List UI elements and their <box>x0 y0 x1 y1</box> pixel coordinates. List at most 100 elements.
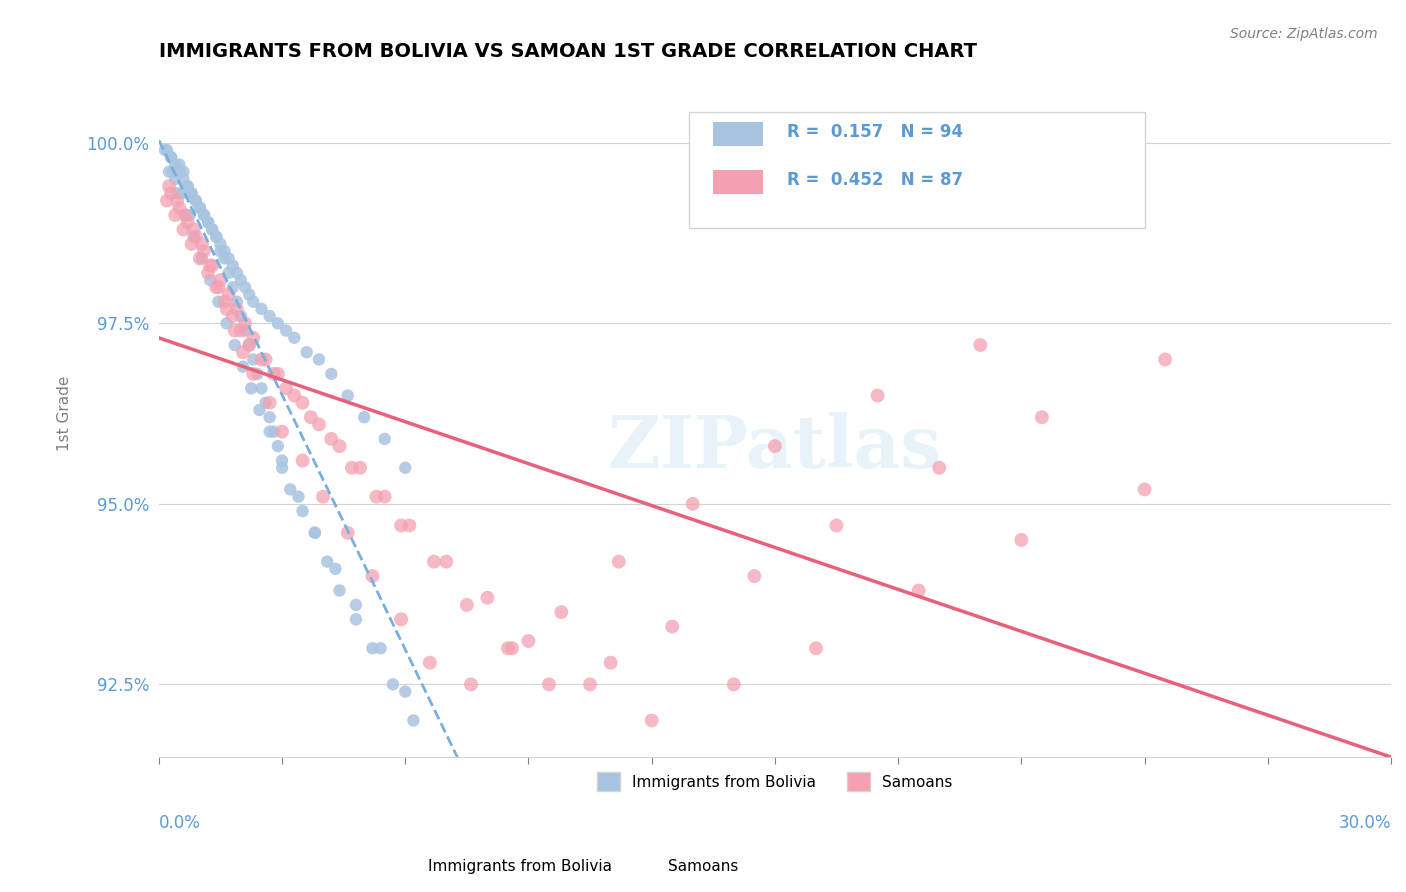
Point <box>183 229 205 244</box>
Point <box>162 165 184 179</box>
Point <box>374 490 396 504</box>
Point <box>169 157 191 171</box>
Point <box>344 612 367 626</box>
Point <box>381 677 404 691</box>
Point <box>215 301 238 316</box>
Point <box>198 273 221 287</box>
Point <box>259 425 281 439</box>
Point <box>224 324 246 338</box>
Point <box>222 280 245 294</box>
Point <box>259 396 281 410</box>
Point <box>183 222 205 236</box>
Point <box>233 317 256 331</box>
Point <box>166 194 188 208</box>
Point <box>537 677 560 691</box>
Point <box>172 165 194 179</box>
Point <box>744 569 766 583</box>
Bar <box>713 122 762 146</box>
Point <box>299 410 322 425</box>
Text: Samoans: Samoans <box>668 859 738 874</box>
Point <box>215 317 238 331</box>
Legend: Immigrants from Bolivia, Samoans: Immigrants from Bolivia, Samoans <box>591 766 959 797</box>
Point <box>172 222 194 236</box>
Point <box>242 331 264 345</box>
Point <box>423 555 446 569</box>
Point <box>291 396 314 410</box>
Point <box>166 186 188 201</box>
Point <box>250 381 273 395</box>
Point <box>153 143 176 157</box>
Point <box>165 157 187 171</box>
Point <box>201 222 224 236</box>
Point <box>394 460 416 475</box>
Point <box>550 605 572 619</box>
Point <box>283 331 305 345</box>
Point <box>160 186 183 201</box>
Point <box>184 229 207 244</box>
Text: R =  0.452   N = 87: R = 0.452 N = 87 <box>787 171 963 189</box>
Point <box>229 273 252 287</box>
Point <box>361 569 384 583</box>
Point <box>180 186 202 201</box>
Point <box>176 179 198 194</box>
Point <box>232 345 254 359</box>
Point <box>374 432 396 446</box>
Point <box>193 208 215 222</box>
Point <box>460 677 482 691</box>
Point <box>242 367 264 381</box>
Point <box>336 388 359 402</box>
Point <box>295 345 318 359</box>
Point <box>197 266 219 280</box>
Point <box>238 338 260 352</box>
Point <box>259 410 281 425</box>
Point <box>238 287 260 301</box>
Point <box>434 555 457 569</box>
Point <box>229 324 252 338</box>
Point <box>157 165 180 179</box>
Point <box>312 490 335 504</box>
Point <box>238 338 260 352</box>
Point <box>214 294 236 309</box>
Point <box>232 359 254 374</box>
Point <box>218 252 240 266</box>
Point <box>308 417 330 432</box>
Point <box>156 194 179 208</box>
Point <box>501 641 523 656</box>
Point <box>661 619 683 633</box>
Point <box>579 677 602 691</box>
Point <box>233 324 256 338</box>
Point <box>193 244 215 259</box>
Point <box>304 525 326 540</box>
Y-axis label: 1st Grade: 1st Grade <box>58 376 72 451</box>
Point <box>225 301 247 316</box>
Point <box>160 150 183 164</box>
Point <box>191 252 214 266</box>
Point <box>1133 483 1156 497</box>
Point <box>157 179 180 194</box>
Point <box>225 266 247 280</box>
Text: Immigrants from Bolivia: Immigrants from Bolivia <box>429 859 612 874</box>
Point <box>207 280 229 294</box>
Point <box>969 338 991 352</box>
Point <box>804 641 827 656</box>
Point <box>229 309 252 323</box>
Point <box>361 641 384 656</box>
Point <box>287 490 309 504</box>
Point <box>928 460 950 475</box>
Point <box>316 555 339 569</box>
Point <box>402 714 425 728</box>
Point <box>267 317 290 331</box>
Point <box>201 259 224 273</box>
Point <box>174 208 197 222</box>
Point <box>250 301 273 316</box>
Point <box>205 229 228 244</box>
Point <box>344 598 367 612</box>
Point <box>222 259 245 273</box>
Point <box>291 504 314 518</box>
Point <box>188 201 211 215</box>
Text: Source: ZipAtlas.com: Source: ZipAtlas.com <box>1230 27 1378 41</box>
Point <box>283 388 305 402</box>
FancyBboxPatch shape <box>689 112 1144 228</box>
Text: ZIPatlas: ZIPatlas <box>607 412 942 483</box>
Point <box>477 591 499 605</box>
